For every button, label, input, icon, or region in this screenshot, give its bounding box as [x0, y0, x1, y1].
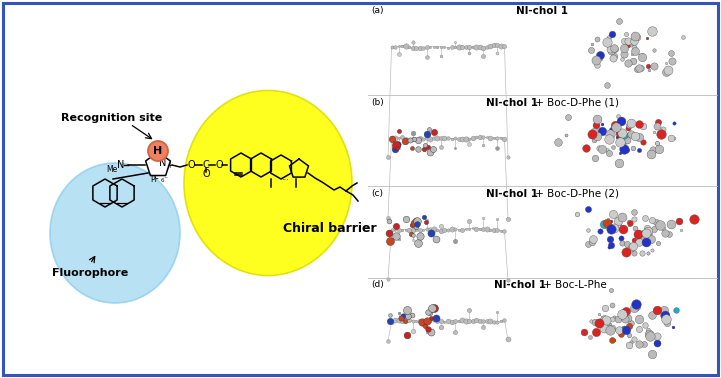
Text: (d): (d)	[371, 280, 384, 290]
Text: Nl-chol 1: Nl-chol 1	[494, 280, 546, 291]
Text: ···: ···	[281, 177, 289, 186]
Text: Chiral barrier: Chiral barrier	[283, 222, 377, 234]
Text: H: H	[154, 146, 163, 156]
Text: +: +	[166, 161, 172, 170]
Text: N: N	[118, 160, 125, 170]
Text: O: O	[187, 160, 195, 170]
Text: ⁻: ⁻	[163, 175, 167, 183]
Text: O: O	[215, 160, 223, 170]
Text: N: N	[159, 158, 167, 168]
Text: C: C	[203, 160, 209, 170]
Circle shape	[148, 141, 168, 161]
Text: (a): (a)	[371, 6, 384, 15]
Text: Nl-chol 1: Nl-chol 1	[516, 6, 568, 16]
Text: (b): (b)	[371, 98, 384, 107]
Text: + Boc-L-Phe: + Boc-L-Phe	[540, 280, 606, 291]
Text: Me: Me	[107, 164, 118, 174]
Text: Nl-chol 1: Nl-chol 1	[486, 189, 538, 199]
FancyBboxPatch shape	[3, 3, 718, 375]
Ellipse shape	[50, 163, 180, 303]
Text: Nl-chol 1: Nl-chol 1	[486, 98, 538, 107]
Ellipse shape	[184, 90, 352, 276]
Text: + Boc-D-Phe (1): + Boc-D-Phe (1)	[532, 98, 619, 107]
Text: + Boc-D-Phe (2): + Boc-D-Phe (2)	[532, 189, 619, 199]
Text: Fluorophore: Fluorophore	[52, 268, 128, 278]
Text: (c): (c)	[371, 189, 383, 198]
Text: Recognition site: Recognition site	[61, 113, 163, 123]
Text: 6: 6	[160, 178, 164, 183]
Text: O: O	[202, 169, 210, 179]
Text: PF: PF	[151, 175, 159, 183]
